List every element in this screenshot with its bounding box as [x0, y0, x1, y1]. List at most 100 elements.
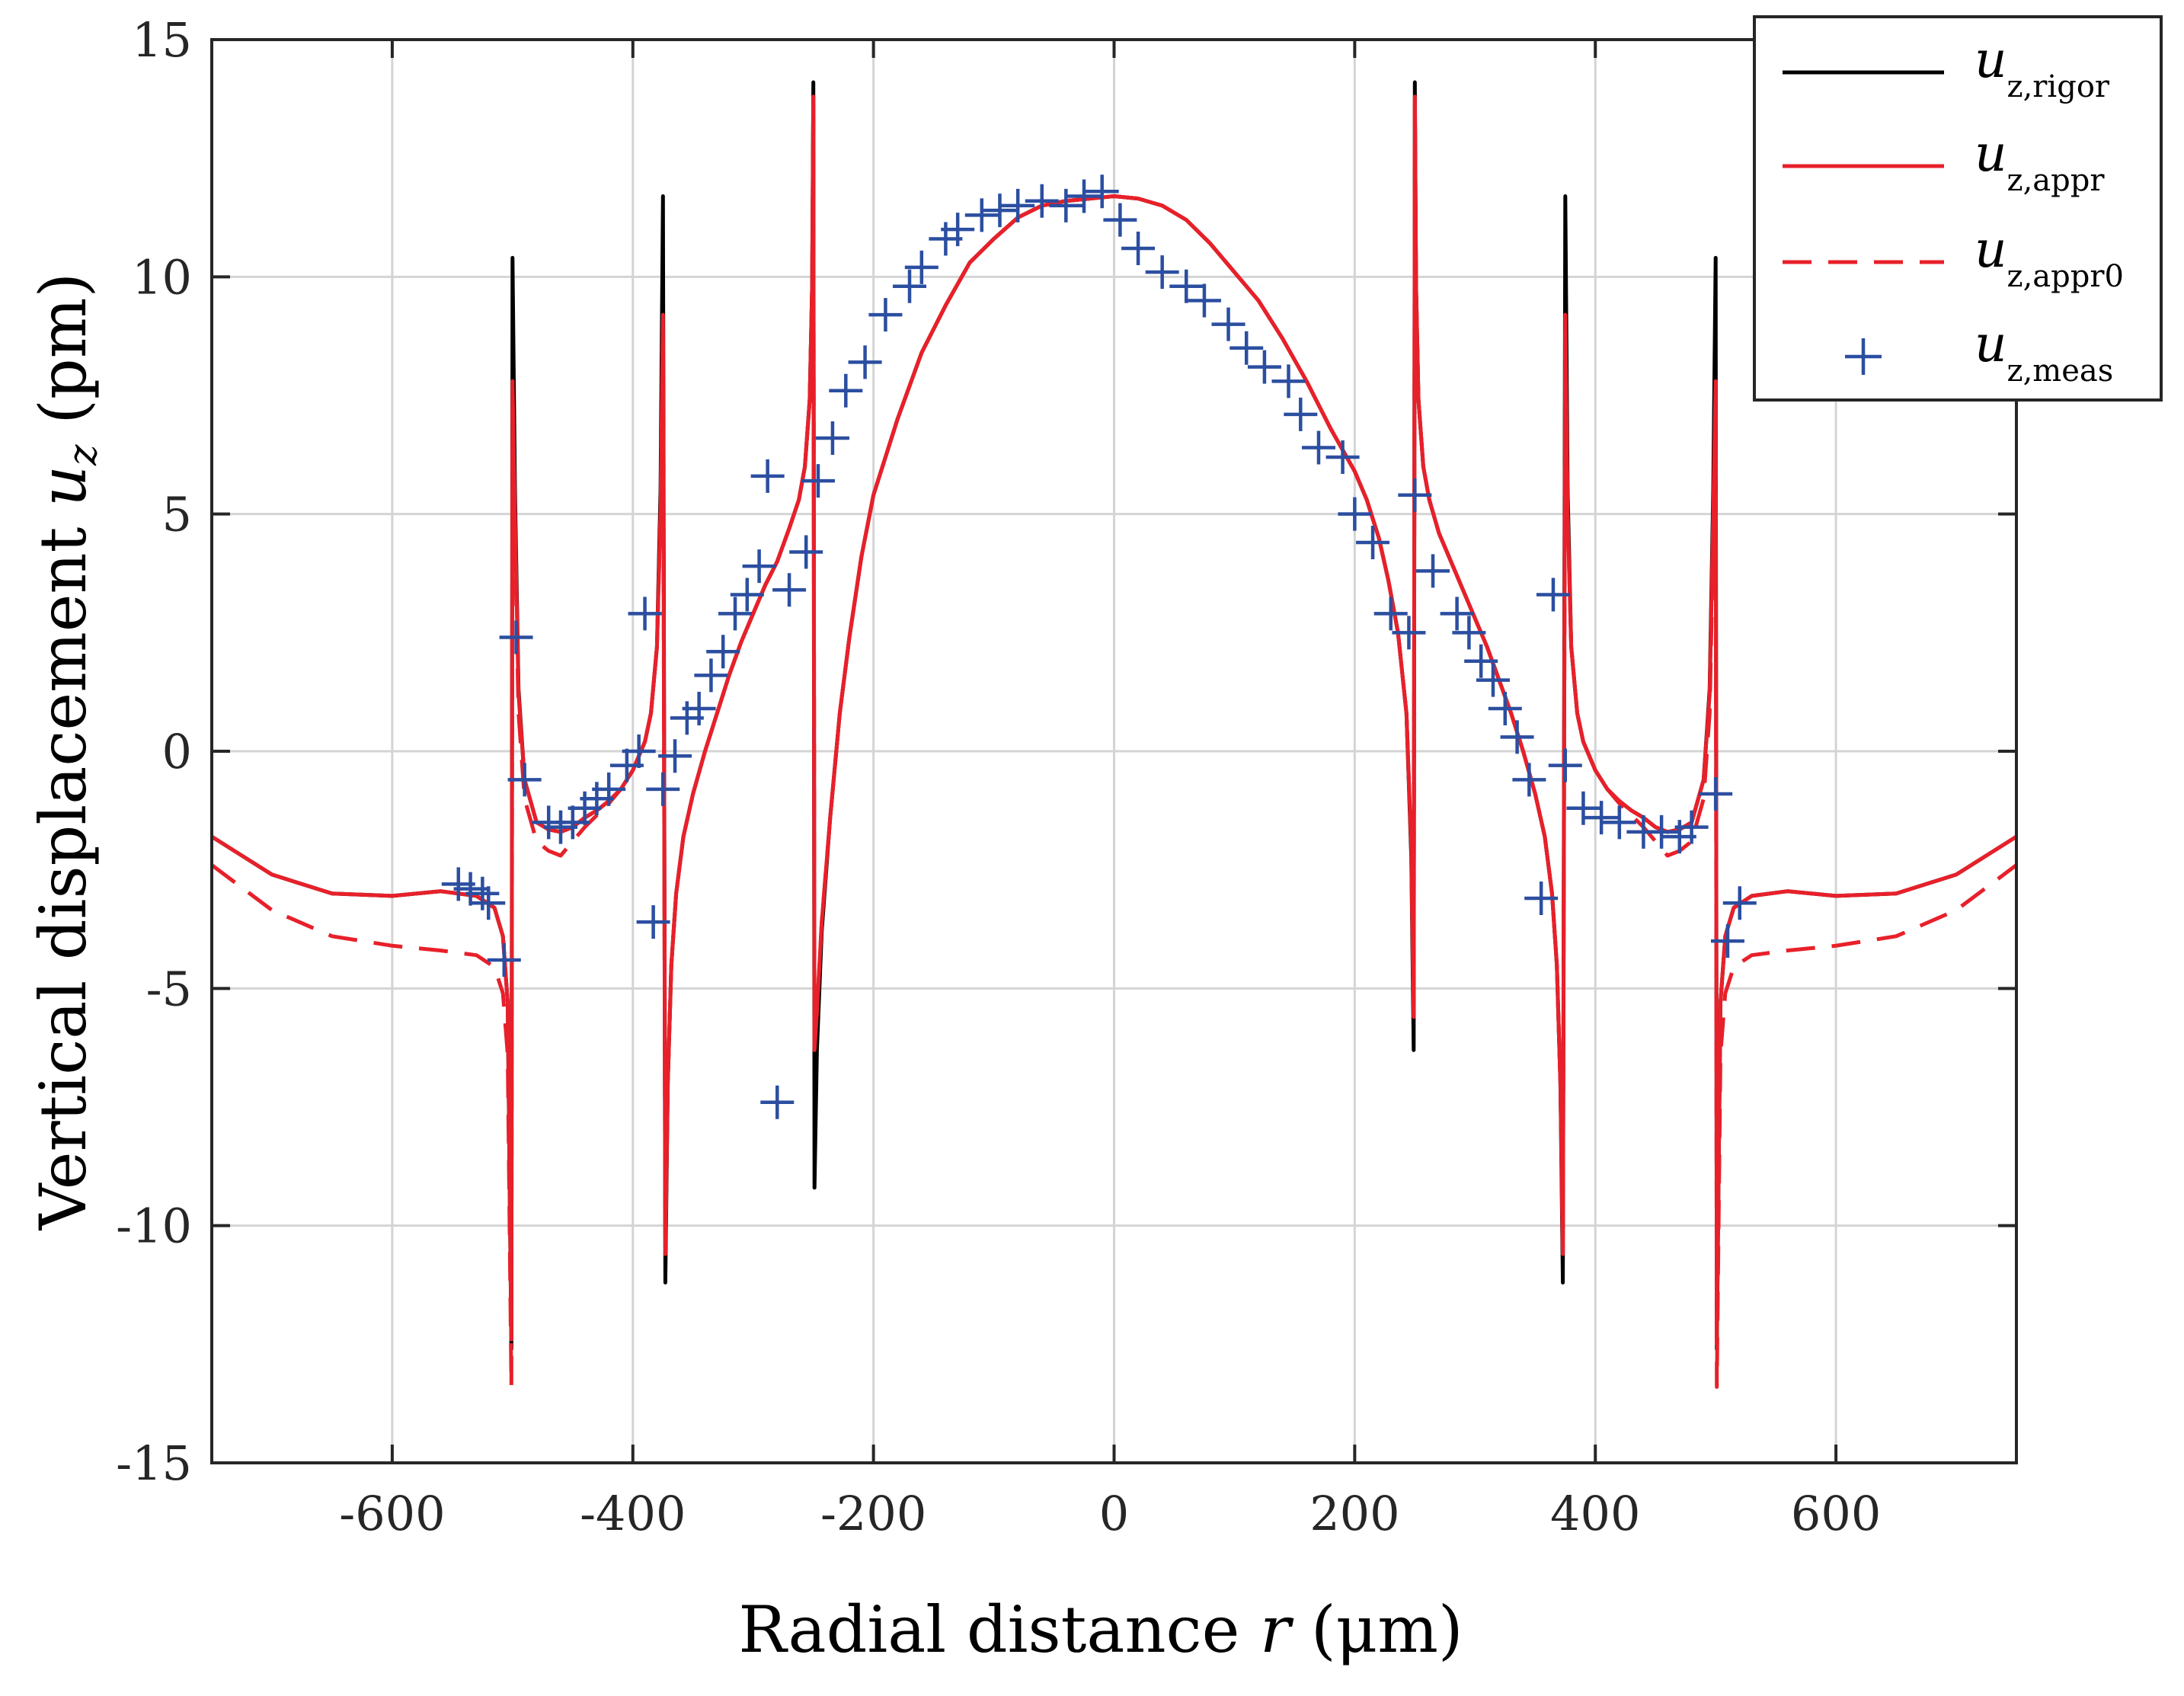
data-point — [1722, 886, 1757, 920]
data-point — [1452, 616, 1486, 650]
data-point — [1602, 805, 1636, 840]
series-line — [212, 94, 2016, 1342]
data-point — [1325, 440, 1360, 474]
data-point — [1187, 283, 1221, 318]
data-point — [1085, 174, 1119, 209]
data-point — [1103, 203, 1137, 237]
x-tick-label: -200 — [820, 1486, 926, 1541]
x-axis-label: Radial distance r (μm) — [738, 1592, 1463, 1667]
y-tick-label: 10 — [132, 249, 192, 305]
data-point — [472, 886, 506, 920]
legend-box — [1753, 15, 2163, 402]
data-point — [1548, 748, 1582, 782]
data-point — [718, 597, 753, 631]
data-point — [829, 373, 863, 408]
data-point — [750, 459, 785, 493]
data-point — [742, 549, 776, 584]
data-point — [1284, 397, 1318, 431]
legend-label: uz,appr0 — [1975, 220, 2124, 294]
data-point — [760, 1085, 795, 1119]
y-tick-label: -5 — [146, 961, 192, 1016]
y-tick-label: 0 — [162, 724, 192, 779]
data-point — [658, 739, 692, 773]
data-point — [694, 658, 728, 693]
data-point — [1645, 814, 1679, 849]
data-point — [964, 198, 999, 232]
data-point — [1512, 763, 1546, 797]
data-point — [1398, 478, 1432, 512]
y-tick-label: -15 — [116, 1435, 192, 1491]
data-point — [1464, 644, 1498, 678]
data-point — [1025, 184, 1059, 218]
data-point — [1373, 597, 1408, 631]
legend-label: uz,rigor — [1975, 30, 2110, 104]
x-tick-label: -600 — [339, 1486, 445, 1541]
x-tick-label: 0 — [1099, 1486, 1129, 1541]
data-point — [1710, 924, 1744, 958]
data-point — [983, 194, 1017, 228]
tick-labels: -600 -400 -200 0 200 400 600 -15 -10 -5 0 5 10 15 — [116, 12, 1881, 1541]
data-point — [941, 213, 975, 247]
data-point — [622, 734, 656, 768]
data-point — [646, 772, 680, 806]
data-point — [815, 421, 849, 456]
data-point — [868, 298, 903, 332]
data-point — [1338, 497, 1372, 531]
legend: uz,rigor uz,appr uz,appr0 uz,meas — [1753, 15, 2163, 402]
data-point — [893, 269, 927, 303]
data-point — [592, 772, 626, 806]
data-point — [636, 905, 670, 939]
data-point — [628, 597, 662, 631]
y-tick-label: 15 — [132, 12, 192, 68]
data-point — [1049, 188, 1083, 222]
data-point — [1169, 269, 1204, 303]
data-point — [1524, 882, 1559, 916]
y-tick-label: 5 — [162, 487, 192, 542]
data-point — [789, 535, 823, 569]
data-point — [1476, 663, 1510, 697]
data-point — [1500, 720, 1534, 754]
data-point — [1271, 364, 1306, 398]
data-point — [682, 691, 716, 725]
x-tick-label: -400 — [580, 1486, 686, 1541]
x-tick-label: 600 — [1791, 1486, 1881, 1541]
data-point — [1301, 430, 1335, 465]
data-point — [499, 620, 533, 654]
data-point — [706, 635, 740, 669]
data-point — [848, 345, 882, 379]
legend-marker-z-meas — [1845, 338, 1882, 375]
data-point — [1699, 777, 1733, 811]
data-point — [1584, 801, 1619, 835]
series-u-z-appr — [212, 94, 2016, 1342]
y-axis-label: Vertical displacement uz (pm) — [26, 273, 106, 1230]
data-point — [1440, 597, 1474, 631]
data-point — [904, 250, 939, 284]
data-point — [1211, 307, 1245, 341]
data-point — [1536, 578, 1570, 612]
series-layer — [212, 80, 2016, 1389]
x-tick-label: 200 — [1309, 1486, 1399, 1541]
data-point — [1566, 791, 1600, 825]
data-point — [1145, 255, 1179, 290]
y-tick-label: -10 — [116, 1198, 192, 1254]
legend-label: uz,appr — [1975, 124, 2105, 198]
data-point — [1229, 331, 1264, 365]
data-point — [1001, 188, 1035, 222]
data-point — [1121, 231, 1156, 265]
legend-label: uz,meas — [1975, 315, 2113, 389]
x-tick-label: 400 — [1550, 1486, 1640, 1541]
data-point — [730, 578, 764, 612]
data-point — [1674, 810, 1709, 844]
series-u-z-meas — [441, 174, 1757, 1119]
data-point — [1247, 350, 1281, 384]
data-point — [1356, 526, 1390, 560]
data-point — [1392, 616, 1426, 650]
data-point — [1488, 691, 1522, 725]
data-point — [772, 573, 807, 607]
data-point — [1416, 554, 1450, 588]
data-point — [507, 763, 542, 797]
data-point — [487, 942, 521, 977]
data-point — [801, 464, 835, 498]
data-point — [1067, 179, 1102, 213]
